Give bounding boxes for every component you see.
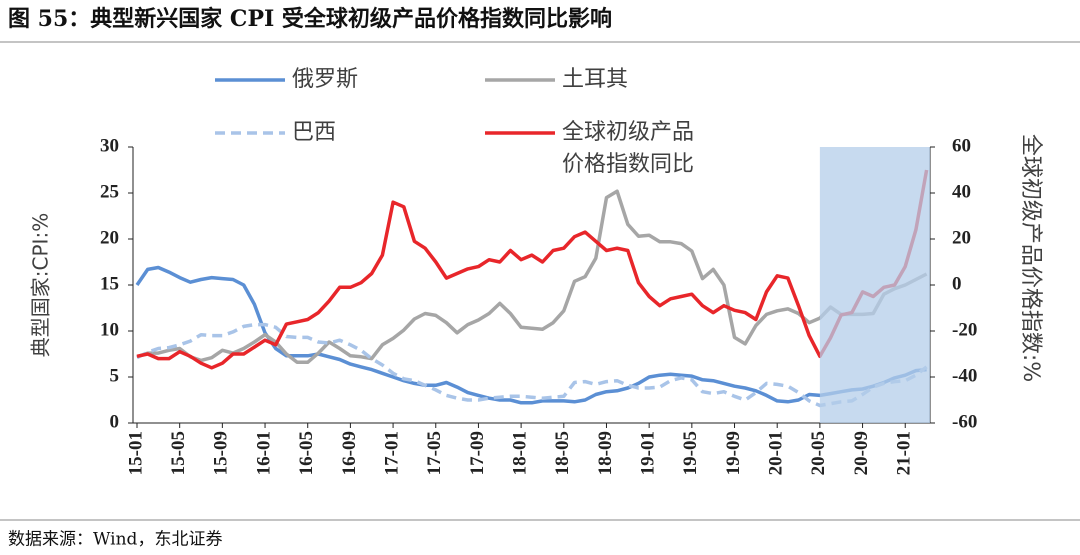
series-line	[136, 322, 928, 408]
x-tick-label: 20-05	[808, 431, 829, 475]
x-tick-label: 15-01	[125, 431, 146, 475]
series-line	[136, 169, 929, 370]
x-tick-label: 19-09	[723, 431, 744, 475]
y2-tick-label: 20	[952, 227, 971, 248]
y-axis-label: 典型国家:CPI:%	[29, 213, 53, 357]
x-tick-label: 21-01	[894, 431, 915, 475]
y-tick-label: 10	[100, 319, 119, 340]
y-tick-label: 0	[110, 411, 120, 432]
x-tick-label: 15-05	[168, 431, 189, 475]
x-tick-label: 16-05	[296, 431, 317, 475]
y2-tick-label: -20	[952, 319, 977, 340]
y2-tick-label: -40	[952, 365, 977, 386]
y2-tick-label: 0	[952, 273, 962, 294]
x-tick-label: 19-05	[680, 431, 701, 475]
x-tick-label: 16-09	[339, 431, 360, 475]
x-tick-label: 19-01	[638, 431, 659, 475]
x-tick-label: 17-05	[424, 431, 445, 475]
x-tick-label: 20-09	[851, 431, 872, 475]
y-tick-label: 15	[100, 273, 119, 294]
x-tick-label: 17-01	[381, 431, 402, 475]
x-tick-label: 16-01	[253, 431, 274, 475]
y2-tick-label: 40	[952, 181, 971, 202]
x-tick-label: 18-05	[552, 431, 573, 475]
y-tick-label: 5	[110, 365, 120, 386]
legend-label: 巴西	[292, 120, 336, 145]
legend-label: 土耳其	[562, 67, 628, 92]
legend-label: 全球初级产品价格指数同比	[562, 120, 694, 177]
y2-tick-label: 60	[952, 135, 971, 156]
x-tick-label: 17-09	[467, 431, 488, 475]
x-tick-label: 20-01	[766, 431, 787, 475]
x-tick-label: 18-09	[595, 431, 616, 475]
chart-title: 图 55：典型新兴国家 CPI 受全球初级产品价格指数同比影响	[8, 6, 612, 32]
legend-label: 俄罗斯	[292, 67, 358, 92]
x-tick-label: 15-09	[211, 431, 232, 475]
source: 数据来源：Wind，东北证券	[8, 530, 222, 550]
series-line	[136, 189, 928, 365]
y-tick-label: 20	[100, 227, 119, 248]
series-group	[135, 169, 929, 408]
highlight-band	[819, 147, 930, 423]
y2-tick-label: -60	[952, 411, 977, 432]
y-tick-label: 30	[100, 135, 119, 156]
y2-axis-label: 全球初级产品价格指数:%	[1018, 134, 1043, 382]
x-tick-label: 18-01	[509, 431, 530, 475]
y-tick-label: 25	[100, 181, 119, 202]
